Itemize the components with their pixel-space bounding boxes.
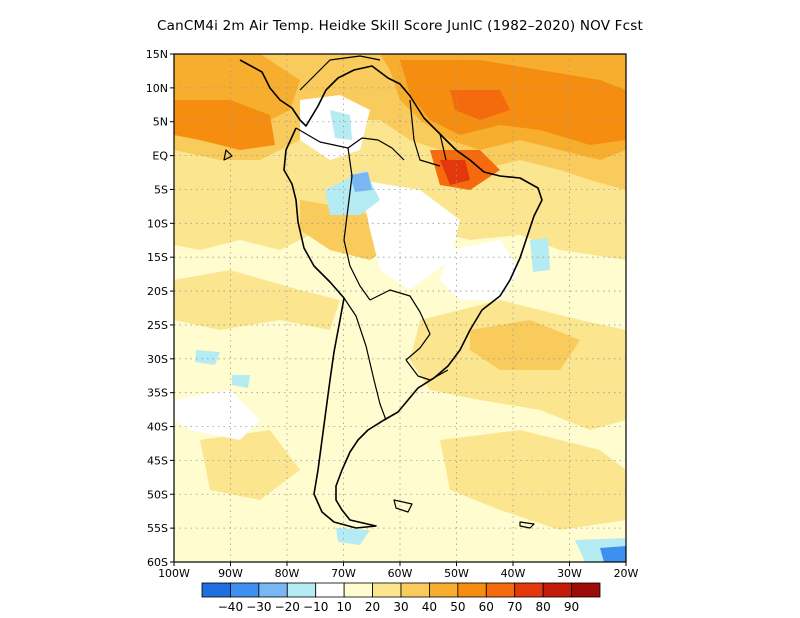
lon-tick-label: 30W (557, 567, 582, 580)
color-bar-swatch (315, 582, 345, 598)
lat-tick-label: 15N (146, 48, 168, 61)
color-bar-swatch (286, 582, 317, 598)
lat-tick-label: 10N (146, 82, 168, 95)
lon-tick-label: 90W (218, 567, 243, 580)
lat-tick-label: 25S (147, 319, 168, 332)
color-bar: −40 −30 −20 −10 10 20 30 40 50 60 70 80 90 (201, 582, 601, 614)
lon-tick-label: 20W (614, 567, 639, 580)
color-bar-swatch (201, 582, 231, 598)
lat-tick-label: 20S (147, 285, 168, 298)
color-bar-label: 30 (393, 600, 408, 614)
lat-tick-label: 15S (147, 251, 168, 264)
lat-tick-label: 10S (147, 217, 168, 230)
lat-tick-label: 45S (147, 454, 168, 467)
color-bar-swatch (429, 582, 459, 598)
color-bar-swatch (457, 582, 487, 598)
lon-tick-label: 60W (388, 567, 413, 580)
lon-tick-label: 100W (158, 567, 190, 580)
color-bar-swatch (542, 582, 572, 598)
color-bar-label: 80 (536, 600, 551, 614)
lat-tick-label: 50S (147, 488, 168, 501)
lat-tick-label: 30S (147, 353, 168, 366)
color-bar-label: 70 (507, 600, 522, 614)
map-title: CanCM4i 2m Air Temp. Heidke Skill Score … (157, 18, 643, 34)
coastlines (223, 55, 543, 529)
color-bar-label: −30 (246, 600, 271, 614)
lon-tick-label: 80W (275, 567, 300, 580)
color-bar-label: 60 (479, 600, 494, 614)
lat-tick-label: 35S (147, 387, 168, 400)
lon-tick-label: 40W (501, 567, 526, 580)
lat-tick-label: 40S (147, 421, 168, 434)
color-bar-swatch (514, 582, 544, 598)
color-bar-swatch (485, 582, 516, 598)
lat-tick-label: 60S (147, 556, 168, 569)
color-bar-swatch (571, 582, 601, 598)
longitude-axis: 100W 90W 80W 70W 60W 50W 40W 30W 20W (158, 562, 639, 580)
lat-tick-label: EQ (152, 150, 168, 163)
lat-tick-label: 5S (154, 183, 168, 196)
lon-tick-label: 70W (331, 567, 356, 580)
color-bar-swatch (343, 582, 373, 598)
color-bar-swatch (372, 582, 402, 598)
lat-lon-grid (174, 54, 626, 562)
color-bar-label: 40 (422, 600, 437, 614)
color-bar-label: 50 (450, 600, 465, 614)
latitude-axis: 15N 10N 5N EQ 5S 10S 15S 20S 25S 30S 35S 40S 45S 50S 5… (146, 48, 174, 569)
color-bar-swatch (258, 582, 288, 598)
color-bar-label: 10 (337, 600, 352, 614)
lon-tick-label: 50W (444, 567, 469, 580)
color-bar-label: −10 (303, 600, 328, 614)
color-bar-label: 20 (365, 600, 380, 614)
lat-tick-label: 55S (147, 522, 168, 535)
color-bar-label: −20 (275, 600, 300, 614)
lat-tick-label: 5N (153, 116, 168, 129)
color-bar-label: 90 (564, 600, 579, 614)
color-bar-swatch (230, 582, 260, 598)
color-bar-label: −40 (218, 600, 243, 614)
color-bar-swatch (400, 582, 430, 598)
